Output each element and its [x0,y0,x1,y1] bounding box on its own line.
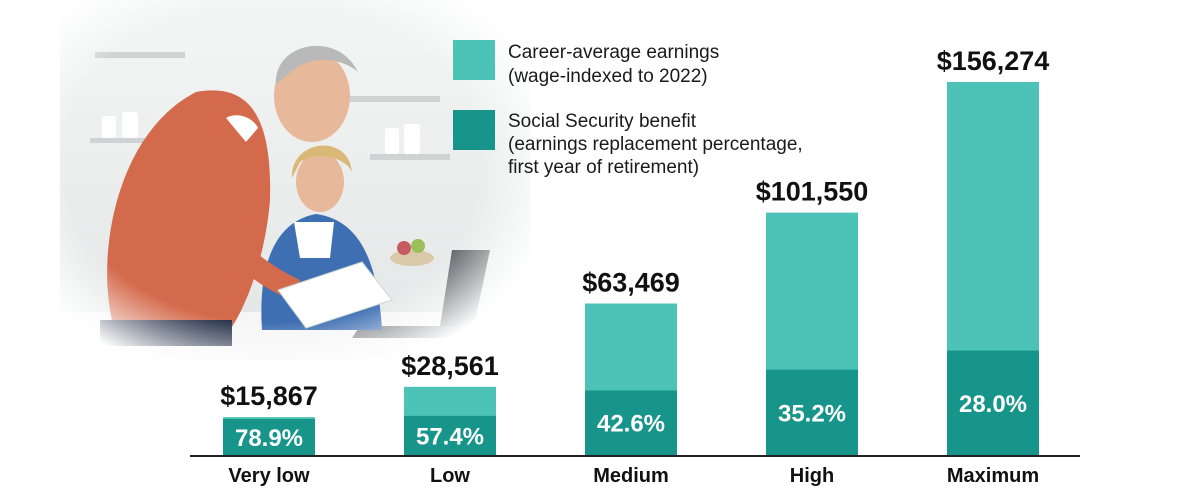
value-label: $101,550 [756,177,869,207]
bar-benefit [585,390,677,455]
percentage-label: 78.9% [235,425,303,452]
category-label: Very low [228,465,310,487]
category-label: Low [430,465,470,487]
legend-label-benefit-line2: (earnings replacement percentage, [508,134,803,155]
value-label: $156,274 [937,46,1050,76]
percentage-label: 28.0% [959,391,1027,418]
retired-couple-photo [60,0,530,360]
value-label: $28,561 [401,351,499,381]
photo-fade [60,0,530,360]
legend-label-benefit-line3: first year of retirement) [508,157,699,178]
legend-swatch-benefit [453,110,495,150]
value-label: $15,867 [220,381,318,411]
percentage-label: 35.2% [778,400,846,427]
category-label: High [790,465,834,487]
category-label: Maximum [947,465,1039,487]
value-label: $63,469 [582,268,680,298]
legend-label-benefit-line1: Social Security benefit [508,111,697,132]
legend: Career-average earnings (wage-indexed to… [453,40,803,178]
legend-label-earnings-line2: (wage-indexed to 2022) [508,66,708,87]
bar-benefit [223,419,315,455]
percentage-label: 57.4% [416,423,484,450]
category-label: Medium [593,465,669,487]
bars: $15,867 78.9% Very low $28,561 57.4% Low $63,4… [220,46,1049,487]
legend-label-earnings-line1: Career-average earnings [508,42,719,63]
bar-benefit [404,415,496,455]
bar-benefit [766,369,858,455]
bar-benefit [947,350,1039,455]
legend-swatch-earnings [453,40,495,80]
percentage-label: 42.6% [597,411,665,438]
